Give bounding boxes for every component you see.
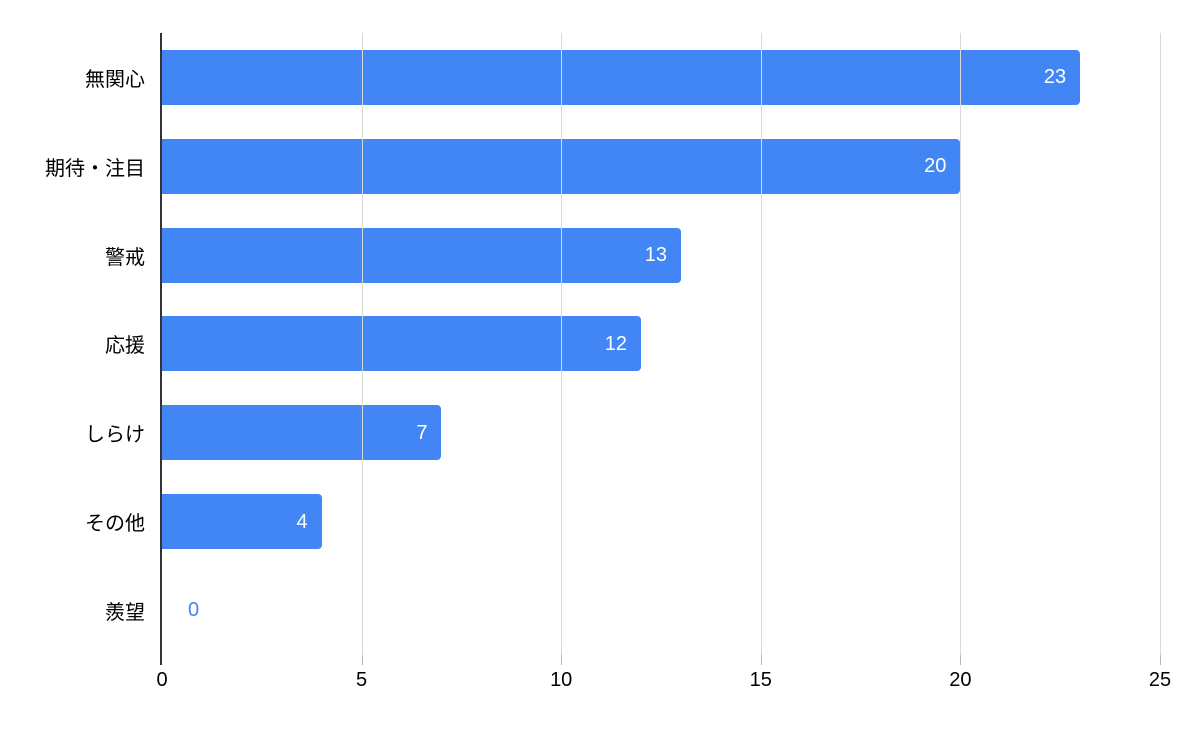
x-tick-mark [960,655,962,665]
bar-row: 4 [162,477,1160,566]
x-tick-label: 5 [356,669,368,691]
value-label: 20 [924,155,947,178]
bar: 13 [162,227,681,283]
bar-row: 0 [162,566,1160,655]
gridline [561,33,563,655]
x-tick-label: 20 [949,669,972,691]
x-axis: 0 5 10 15 20 25 [156,665,1171,705]
value-label: 23 [1043,66,1067,89]
value-label: 12 [604,332,628,355]
gridline [960,33,962,655]
gridline [1160,33,1161,655]
x-tick-mark [361,655,363,665]
x-tick-label: 10 [550,669,573,691]
value-label: 7 [416,421,428,444]
category-label: しらけ [85,424,145,447]
y-axis-line [160,33,162,665]
y-axis-labels: 無関心期待・注目警戒応援しらけその他羨望 [0,33,162,655]
x-tick-mark [561,655,563,665]
gridline [760,33,762,655]
category-label: 応援 [105,335,145,358]
value-label: 13 [644,244,667,267]
bar: 4 [162,494,322,550]
plot-area: 23 20 13 12 7 4 0 [160,33,1161,665]
bar: 23 [162,49,1081,105]
bar-row: 12 [162,300,1160,389]
category-label: 警戒 [105,246,145,269]
x-tick-label: 25 [1148,669,1172,691]
x-tick-label: 15 [749,669,772,691]
bars-container: 23 20 13 12 7 4 0 [162,33,1160,655]
bar-row: 7 [162,388,1160,477]
value-label: 0 [188,599,200,622]
bar-row: 13 [162,211,1160,300]
category-label: その他 [85,513,145,536]
bar: 12 [162,316,642,372]
category-label: 無関心 [85,68,145,91]
category-label: 期待・注目 [45,157,145,180]
x-tick-mark [1160,655,1161,665]
gridline [361,33,363,655]
bar-row: 20 [162,122,1160,211]
value-label: 4 [296,510,308,533]
category-label: 羨望 [105,601,145,624]
x-tick-mark [760,655,762,665]
bar-row: 23 [162,33,1160,122]
bar: 7 [162,405,442,461]
x-tick-label: 0 [156,669,168,691]
